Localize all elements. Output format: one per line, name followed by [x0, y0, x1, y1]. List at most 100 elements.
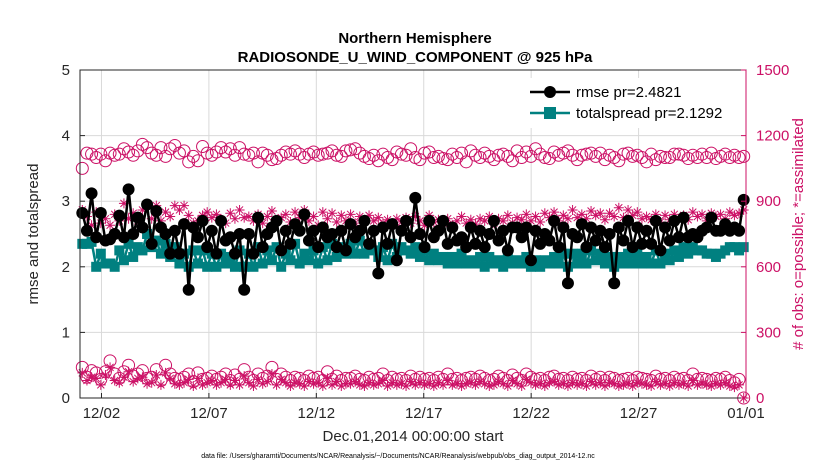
totalspread-point: [313, 258, 324, 269]
possible-obs-marker: [427, 150, 441, 164]
assimilated-obs-marker: [137, 204, 148, 215]
totalspread-point: [442, 258, 453, 269]
assimilated-obs-marker: [308, 378, 319, 389]
assimilated-obs-marker: [160, 367, 171, 378]
assimilated-obs-marker: [331, 216, 342, 227]
rmse-point: [145, 237, 158, 250]
assimilated-obs-marker: [461, 378, 472, 389]
possible-obs-marker: [566, 148, 580, 162]
assimilated-obs-marker: [660, 378, 671, 389]
assimilated-obs-marker: [502, 210, 513, 221]
rmse-point: [363, 237, 376, 250]
assimilated-obs-marker: [118, 372, 129, 383]
totalspread-point: [627, 258, 638, 269]
totalspread-point: [382, 255, 393, 266]
rmse-point: [631, 221, 644, 234]
rmse-point: [335, 224, 348, 237]
assimilated-obs-marker: [391, 213, 402, 224]
assimilated-obs-marker: [95, 379, 106, 390]
rmse-point: [307, 224, 320, 237]
rmse-point: [284, 237, 297, 250]
rmse-point: [474, 224, 487, 237]
assimilated-obs-marker: [701, 379, 712, 390]
rmse-point: [85, 187, 98, 200]
assimilated-obs-marker: [368, 379, 379, 390]
x-axis-title: Dec.01,2014 00:00:00 start: [323, 428, 505, 445]
rmse-point: [409, 191, 422, 204]
totalspread-point: [285, 255, 296, 266]
assimilated-obs-marker: [280, 209, 291, 220]
totalspread-point: [345, 238, 356, 249]
assimilated-obs-marker: [132, 373, 143, 384]
assimilated-obs-marker: [100, 370, 111, 381]
rmse-point: [635, 237, 648, 250]
assimilated-obs-marker: [729, 382, 740, 393]
possible-obs-marker: [667, 147, 681, 161]
totalspread-point: [599, 258, 610, 269]
totalspread-point: [673, 251, 684, 262]
assimilated-obs-marker: [549, 376, 560, 387]
possible-obs-marker: [288, 144, 302, 158]
totalspread-point: [451, 258, 462, 269]
rmse-point: [113, 209, 126, 222]
rmse-point: [400, 214, 413, 227]
rmse-point: [196, 214, 209, 227]
assimilated-obs-marker: [451, 215, 462, 226]
rmse-point: [127, 228, 140, 240]
assimilated-obs-marker: [303, 215, 314, 226]
rmse-point: [659, 221, 672, 234]
assimilated-obs-marker: [461, 218, 472, 229]
totalspread-point: [456, 248, 467, 259]
assimilated-obs-marker: [109, 375, 120, 386]
possible-obs-marker: [330, 148, 344, 162]
x-tick-label: 12/22: [512, 405, 550, 422]
possible-obs-marker: [663, 150, 677, 164]
assimilated-obs-marker: [599, 380, 610, 391]
data-file-footnote: data file: /Users/gharamti/Documents/NCA…: [201, 453, 595, 460]
assimilated-obs-marker: [253, 374, 264, 385]
assimilated-obs-marker: [572, 212, 583, 223]
rmse-point: [423, 214, 436, 227]
assimilated-obs-marker: [303, 376, 314, 387]
assimilated-obs-marker: [105, 220, 116, 231]
totalspread-point: [410, 242, 421, 253]
possible-obs-marker: [89, 150, 103, 164]
totalspread-point: [632, 248, 643, 259]
rmse-point: [608, 277, 621, 290]
assimilated-obs-marker: [114, 377, 125, 388]
rmse-point: [210, 247, 223, 260]
assimilated-obs-marker: [188, 380, 199, 391]
assimilated-obs-marker: [382, 214, 393, 225]
possible-obs-marker: [191, 154, 205, 168]
possible-obs-marker: [700, 150, 714, 164]
assimilated-obs-marker: [669, 377, 680, 388]
possible-obs-marker: [542, 152, 556, 166]
possible-obs-marker: [260, 148, 274, 162]
possible-obs-marker: [649, 153, 663, 167]
assimilated-obs-marker: [590, 379, 601, 390]
assimilated-obs-marker: [572, 379, 583, 390]
assimilated-obs-marker: [673, 379, 684, 390]
assimilated-obs-marker: [687, 375, 698, 386]
assimilated-obs-marker: [715, 379, 726, 390]
assimilated-obs-marker: [438, 379, 449, 390]
totalspread-point: [137, 245, 148, 256]
assimilated-obs-marker: [174, 204, 185, 215]
totalspread-point: [576, 248, 587, 259]
rmse-point: [187, 221, 200, 234]
assimilated-obs-marker: [410, 211, 421, 222]
possible-obs-marker: [135, 137, 149, 151]
assimilated-obs-marker: [599, 214, 610, 225]
rmse-point: [372, 267, 385, 280]
assimilated-obs-marker: [581, 380, 592, 391]
possible-obs-marker: [159, 149, 173, 163]
possible-obs-marker: [575, 148, 589, 162]
totalspread-point: [558, 248, 569, 259]
assimilated-obs-marker: [146, 377, 157, 388]
rmse-point: [390, 254, 403, 267]
totalspread-point: [484, 251, 495, 262]
rmse-point: [483, 228, 496, 240]
rmse-point: [228, 247, 241, 260]
assimilated-obs-marker: [377, 375, 388, 386]
